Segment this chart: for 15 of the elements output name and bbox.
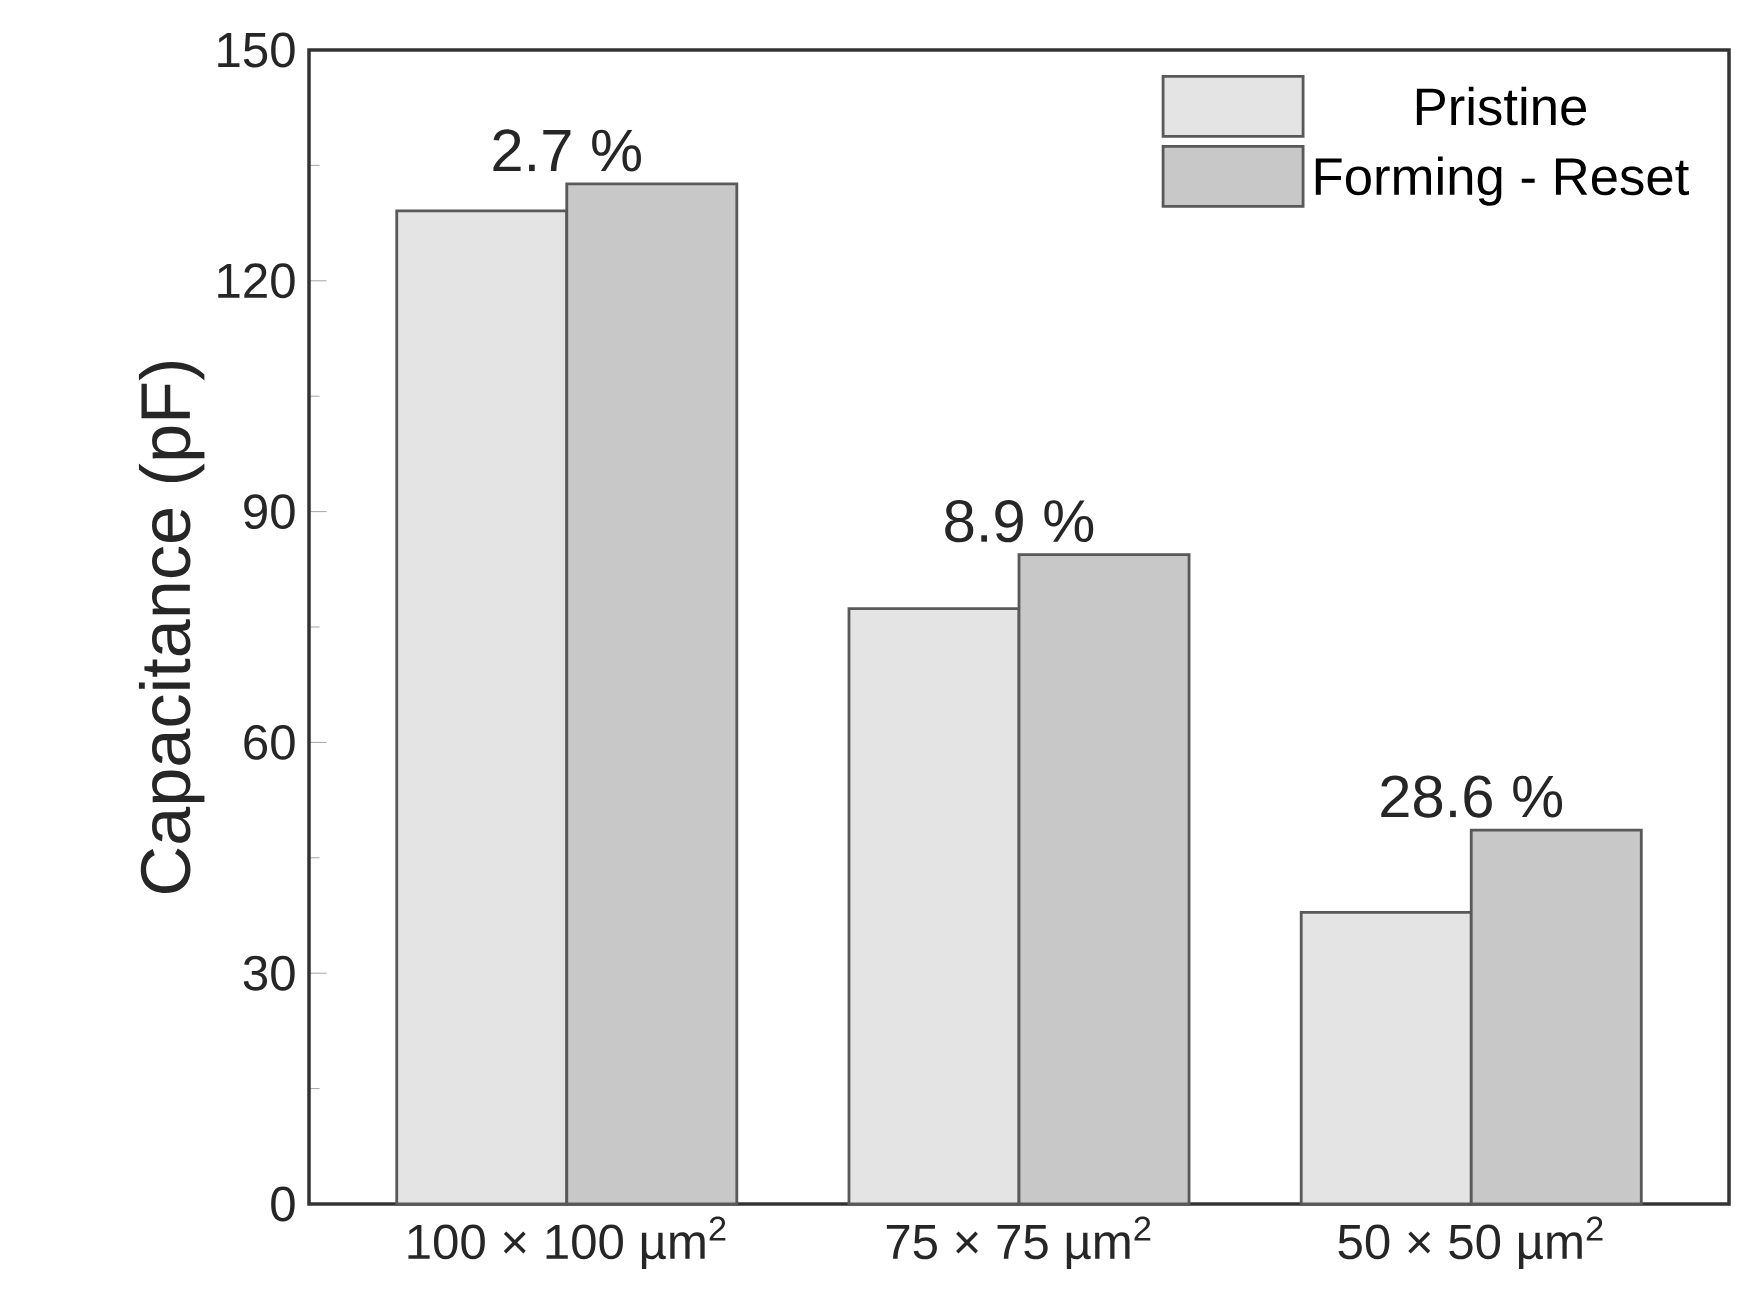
y-tick-label: 30 [243,955,295,991]
y-axis-title: Capacitance (pF) [138,361,205,893]
x-tick-label: 75 × 75 µm$^{2}$ [886,1216,1151,1270]
y-tick-label: 120 [218,263,295,299]
annotation: 8.9 % [945,499,1094,543]
annotation: 28.6 % [1381,775,1563,818]
y-tick-label: 150 [218,32,295,68]
legend-label: Pristine [1416,86,1586,126]
legend-label: Forming - Reset [1315,156,1689,206]
x-tick-label: 50 × 50 µm$^{2}$ [1338,1216,1603,1270]
x-tick-label: 100 × 100 µm$^{2}$ [408,1216,726,1270]
annotation: 2.7 % [493,129,641,172]
y-tick-label: 90 [244,494,295,530]
y-tick-label: 60 [244,724,295,760]
y-tick-label: 0 [271,1186,295,1222]
